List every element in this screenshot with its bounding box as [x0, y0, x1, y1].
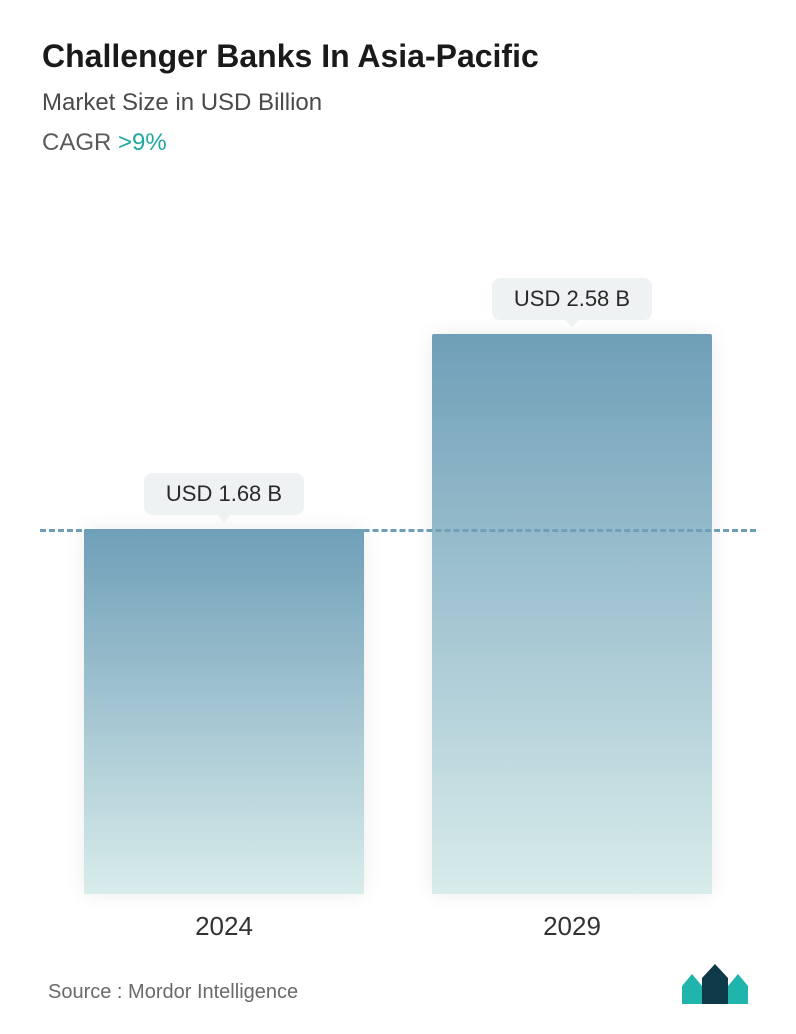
cagr-label: CAGR [42, 129, 118, 156]
chart-title: Challenger Banks In Asia-Pacific [42, 38, 754, 75]
cagr-value: >9% [118, 129, 167, 156]
bars-row: USD 1.68 B USD 2.58 B [50, 187, 746, 894]
x-axis-label: 2029 [432, 899, 712, 942]
bar-value-label: USD 1.68 B [144, 473, 304, 515]
x-axis-labels: 2024 2029 [50, 899, 746, 942]
reference-dashed-line [40, 529, 756, 532]
bar-group: USD 1.68 B [84, 473, 364, 894]
chart-plot-area: USD 1.68 B USD 2.58 B 2024 2029 [50, 187, 746, 942]
chart-subtitle: Market Size in USD Billion [42, 89, 754, 117]
bar-value-label: USD 2.58 B [492, 278, 652, 320]
bar [84, 529, 364, 894]
bar-group: USD 2.58 B [432, 278, 712, 894]
source-attribution: Source : Mordor Intelligence [48, 981, 298, 1004]
brand-logo [682, 964, 748, 1004]
mordor-logo-icon [682, 964, 748, 1004]
x-axis-label: 2024 [84, 899, 364, 942]
cagr-line: CAGR >9% [42, 129, 754, 157]
bar [432, 334, 712, 894]
